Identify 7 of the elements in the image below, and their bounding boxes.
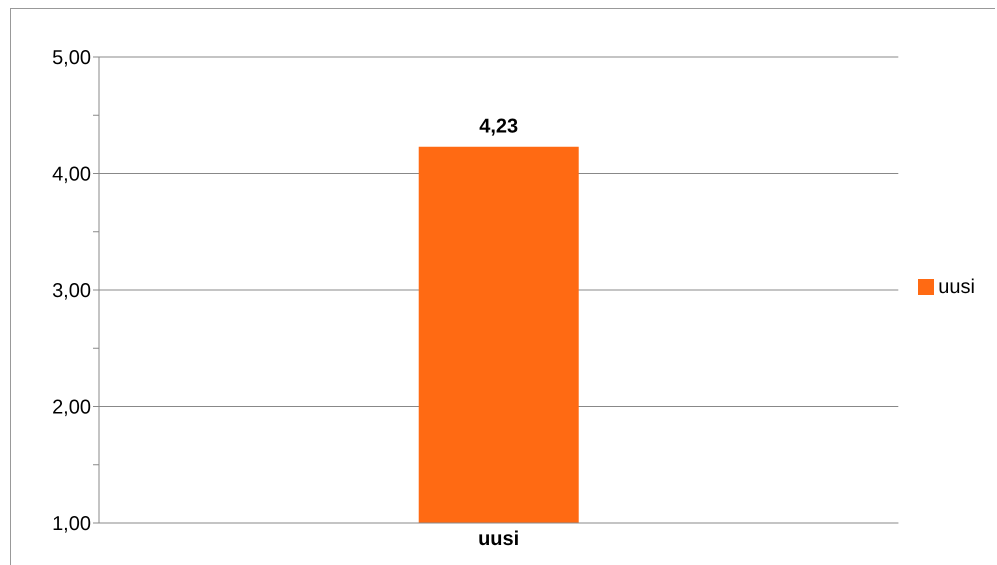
y-tick-label: 4,00: [52, 164, 91, 186]
legend-label: uusi: [938, 276, 975, 298]
y-tick-label: 3,00: [52, 280, 91, 302]
y-tick-label: 1,00: [52, 513, 91, 536]
data-label: 4,23: [479, 116, 518, 138]
y-tick-label: 2,00: [52, 396, 91, 419]
y-tick-label: 5,00: [52, 47, 91, 70]
